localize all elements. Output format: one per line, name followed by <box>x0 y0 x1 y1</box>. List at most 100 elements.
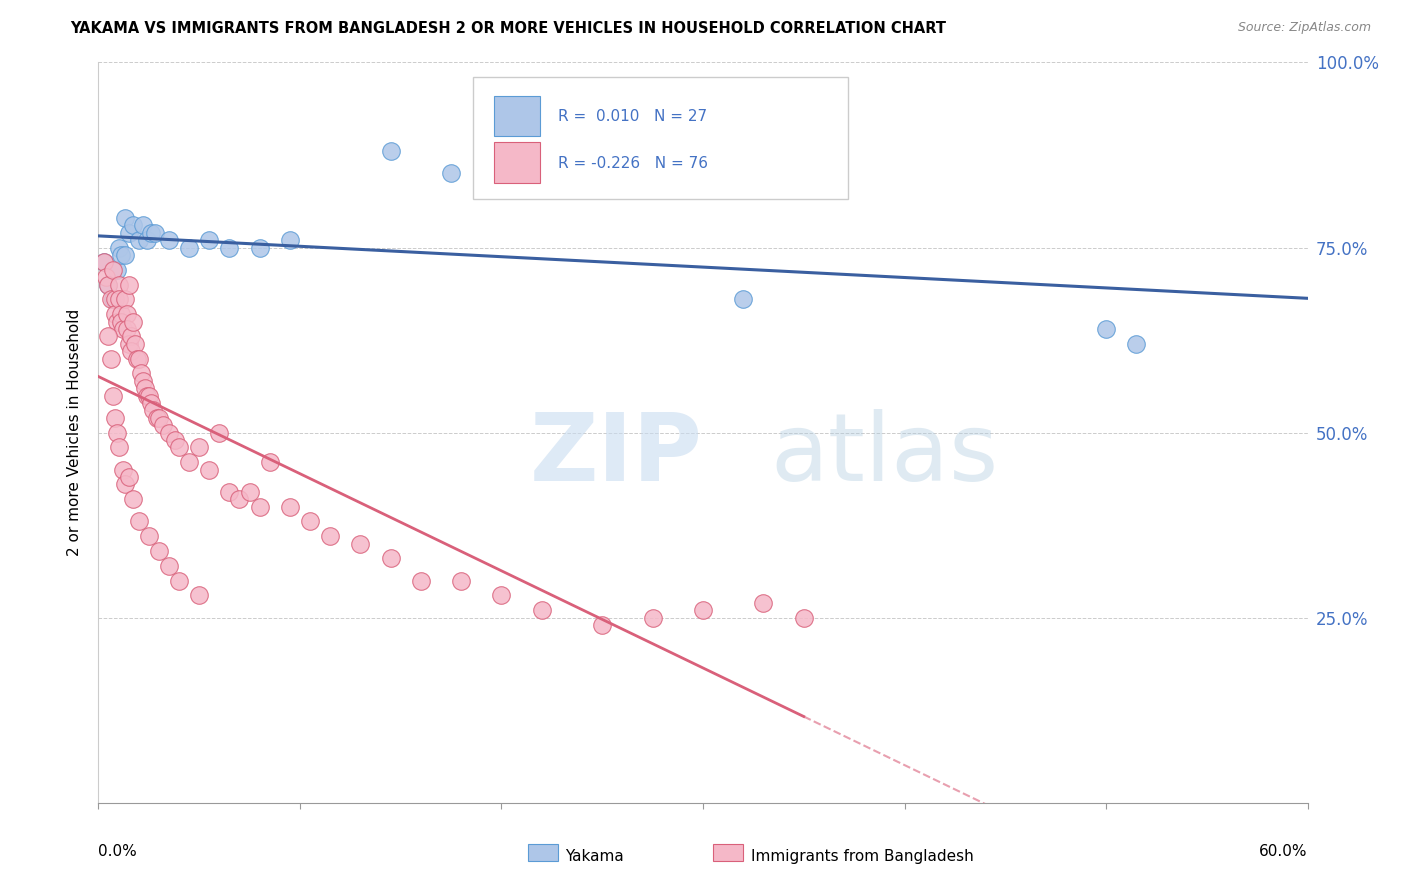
Text: YAKAMA VS IMMIGRANTS FROM BANGLADESH 2 OR MORE VEHICLES IN HOUSEHOLD CORRELATION: YAKAMA VS IMMIGRANTS FROM BANGLADESH 2 O… <box>70 21 946 36</box>
Point <box>96 270 118 285</box>
Point <box>148 410 170 425</box>
Point <box>143 226 166 240</box>
Point <box>105 425 128 440</box>
Point <box>380 551 402 566</box>
Point <box>120 329 142 343</box>
Point <box>208 425 231 440</box>
Point <box>218 484 240 499</box>
Point <box>97 277 120 292</box>
Point <box>228 492 250 507</box>
Point <box>128 233 150 247</box>
Point <box>167 574 190 588</box>
Point <box>114 293 136 307</box>
Point <box>114 477 136 491</box>
Point <box>110 307 132 321</box>
Point <box>107 277 129 292</box>
Point <box>107 293 129 307</box>
Point <box>259 455 281 469</box>
Bar <box>494 143 540 183</box>
Point <box>115 307 138 321</box>
Point <box>138 529 160 543</box>
Point <box>118 226 141 240</box>
Point <box>409 574 432 588</box>
Point <box>142 403 165 417</box>
Point <box>380 145 402 159</box>
Point <box>124 336 146 351</box>
Point <box>530 603 553 617</box>
Point <box>146 410 169 425</box>
Point <box>752 596 775 610</box>
Point <box>134 381 156 395</box>
Point <box>179 240 201 255</box>
Point <box>103 307 125 321</box>
Point <box>107 441 129 455</box>
Point <box>132 374 155 388</box>
Point <box>125 351 148 366</box>
Point <box>249 240 271 255</box>
Point <box>121 219 143 233</box>
Point <box>101 262 124 277</box>
Bar <box>713 844 742 861</box>
Text: Source: ZipAtlas.com: Source: ZipAtlas.com <box>1237 21 1371 34</box>
Point <box>135 388 157 402</box>
Point <box>121 314 143 328</box>
Point <box>107 240 129 255</box>
Text: ZIP: ZIP <box>530 409 703 500</box>
Point <box>101 388 124 402</box>
FancyBboxPatch shape <box>474 78 848 200</box>
Point <box>148 544 170 558</box>
Text: Immigrants from Bangladesh: Immigrants from Bangladesh <box>751 849 974 864</box>
Point <box>115 322 138 336</box>
Point <box>118 336 141 351</box>
Point <box>157 558 180 573</box>
Point <box>491 589 513 603</box>
Point <box>120 344 142 359</box>
Point <box>157 425 180 440</box>
Point <box>114 248 136 262</box>
Point <box>105 314 128 328</box>
Point <box>93 255 115 269</box>
Point <box>278 500 301 514</box>
Point <box>118 277 141 292</box>
Point <box>450 574 472 588</box>
Text: R =  0.010   N = 27: R = 0.010 N = 27 <box>558 109 707 124</box>
Point <box>249 500 271 514</box>
Point <box>349 536 371 550</box>
Point <box>1125 336 1147 351</box>
Point <box>1095 322 1118 336</box>
Text: Yakama: Yakama <box>565 849 624 864</box>
Point <box>138 388 160 402</box>
Point <box>319 529 342 543</box>
Point <box>733 293 755 307</box>
Point <box>278 233 301 247</box>
Point <box>103 293 125 307</box>
Point <box>157 233 180 247</box>
Point <box>128 351 150 366</box>
Bar <box>494 95 540 136</box>
Point <box>111 462 134 476</box>
Point <box>100 351 122 366</box>
Point <box>135 233 157 247</box>
Point <box>631 145 654 159</box>
Point <box>121 492 143 507</box>
Point <box>101 293 124 307</box>
Point <box>299 515 322 529</box>
Point <box>128 515 150 529</box>
Point <box>152 418 174 433</box>
Point <box>139 396 162 410</box>
Point <box>129 367 152 381</box>
Point <box>103 410 125 425</box>
Point <box>793 610 815 624</box>
Text: 0.0%: 0.0% <box>98 844 138 858</box>
Point <box>167 441 190 455</box>
Point <box>97 277 120 292</box>
Point <box>93 255 115 269</box>
Point <box>641 610 664 624</box>
Point <box>110 248 132 262</box>
Text: 60.0%: 60.0% <box>1260 844 1308 858</box>
Point <box>110 314 132 328</box>
Point <box>118 470 141 484</box>
Point <box>179 455 201 469</box>
Point <box>114 211 136 225</box>
Text: R = -0.226   N = 76: R = -0.226 N = 76 <box>558 155 707 170</box>
